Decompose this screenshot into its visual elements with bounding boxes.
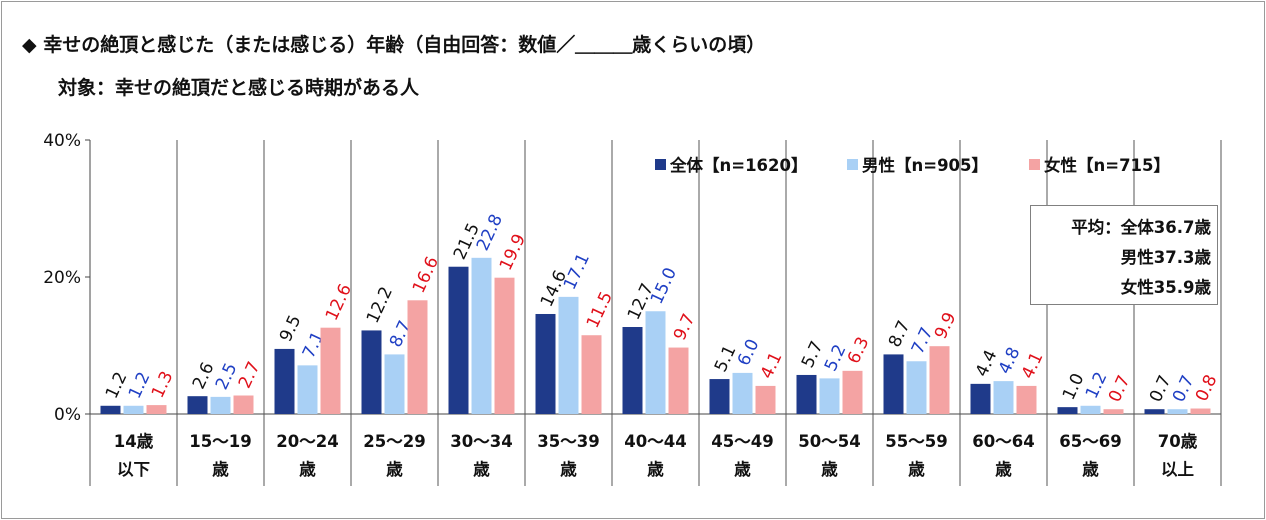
bar [796,374,817,414]
data-label: 9.5 [276,312,306,345]
data-label: 12.2 [363,284,397,327]
bar [1190,408,1211,414]
bar [842,370,863,414]
bar [709,379,730,414]
bar [146,405,167,414]
bar [1167,409,1188,414]
x-tick-label-line1: 30～34 [450,432,512,451]
bar [361,330,382,414]
bar [297,365,318,414]
bar [1144,409,1165,414]
bar [1057,407,1078,414]
x-tick-label-line1: 70歳 [1158,431,1198,451]
bar [970,383,991,414]
x-tick-label-line2: 歳 [821,459,838,479]
bar [233,395,254,414]
data-label: 0.8 [1192,372,1222,405]
data-label: 6.3 [844,334,874,367]
bar [384,354,405,414]
bar [123,405,144,414]
legend-swatch [655,159,666,170]
bar [929,346,950,414]
x-tick-label-line2: 以下 [117,460,150,479]
average-line-female: 女性35.9歳 [1120,278,1211,297]
x-tick-label-line1: 14歳 [114,431,154,451]
data-label: 1.3 [148,368,178,401]
y-tick-label: 20% [43,268,81,288]
bar [622,327,643,414]
chart-title: ◆ 幸せの絶頂と感じた（または感じる）年齢（自由回答：数値／＿＿＿歳くらいの頃） [22,34,766,56]
bar [558,296,579,414]
data-label: 0.7 [1146,372,1176,405]
bar [320,327,341,414]
x-tick-label-line2: 歳 [647,459,664,479]
y-tick-label: 0% [54,405,81,425]
x-tick-label-line1: 15～19 [189,432,251,451]
bar [581,335,602,414]
legend-label: 全体【n=1620】 [669,155,808,175]
x-tick-label-line2: 歳 [386,459,403,479]
x-tick-label-line1: 55～59 [885,432,947,451]
x-tick-label-line2: 以上 [1161,460,1194,479]
x-tick-label-line2: 歳 [299,459,316,479]
bar [535,313,556,414]
x-tick-label-line2: 歳 [734,459,751,479]
data-label: 9.7 [670,311,700,344]
bar [993,381,1014,414]
data-label: 22.8 [473,211,507,254]
bar [906,361,927,414]
x-tick-label-line2: 歳 [212,459,229,479]
bar [100,405,121,414]
bar [494,277,515,414]
bar [1080,405,1101,414]
average-line-male: 男性37.3歳 [1120,248,1211,267]
data-label: 15.0 [647,265,681,308]
bar [187,396,208,414]
x-tick-label-line1: 65～69 [1059,432,1121,451]
average-line-total: 平均：全体36.7歳 [1071,218,1211,237]
data-label: 1.2 [102,369,132,402]
x-tick-label-line2: 歳 [1082,459,1099,479]
data-label: 17.1 [560,250,594,293]
bar [755,385,776,414]
bar [1103,409,1124,414]
legend-label: 女性【n=715】 [1044,155,1170,175]
bar [407,300,428,414]
bar [210,396,231,414]
x-tick-label-line1: 20～24 [276,432,338,451]
data-label: 2.6 [189,359,219,392]
x-tick-label-line2: 歳 [560,459,577,479]
data-label: 6.0 [734,336,764,369]
bar [645,311,666,414]
data-label: 1.2 [125,369,155,402]
bar [1016,385,1037,414]
x-tick-label-line1: 45～49 [711,432,773,451]
bar [448,266,469,414]
bar [883,354,904,414]
x-tick-label-line1: 50～54 [798,432,860,451]
chart-subtitle: 対象：幸せの絶頂だと感じる時期がある人 [58,77,420,99]
bar [819,378,840,414]
bar [732,372,753,414]
average-box: 平均：全体36.7歳 男性37.3歳 女性35.9歳 [1030,205,1218,305]
y-tick-label: 40% [43,131,81,151]
legend-swatch [1029,159,1040,170]
x-tick-label-line1: 25～29 [363,432,425,451]
data-label: 4.1 [757,349,787,382]
bar [471,257,492,414]
x-tick-label-line1: 40～44 [624,432,686,451]
x-tick-label-line2: 歳 [473,459,490,479]
x-tick-label-line2: 歳 [995,459,1012,479]
bar [274,348,295,414]
legend-swatch [847,159,858,170]
x-tick-label-line1: 35～39 [537,432,599,451]
x-tick-label-line2: 歳 [908,459,925,479]
x-tick-label-line1: 60～64 [972,432,1034,451]
legend-label: 男性【n=905】 [862,155,988,175]
data-label: 2.7 [235,359,265,392]
data-label: 0.7 [1169,372,1199,405]
bar [668,347,689,414]
